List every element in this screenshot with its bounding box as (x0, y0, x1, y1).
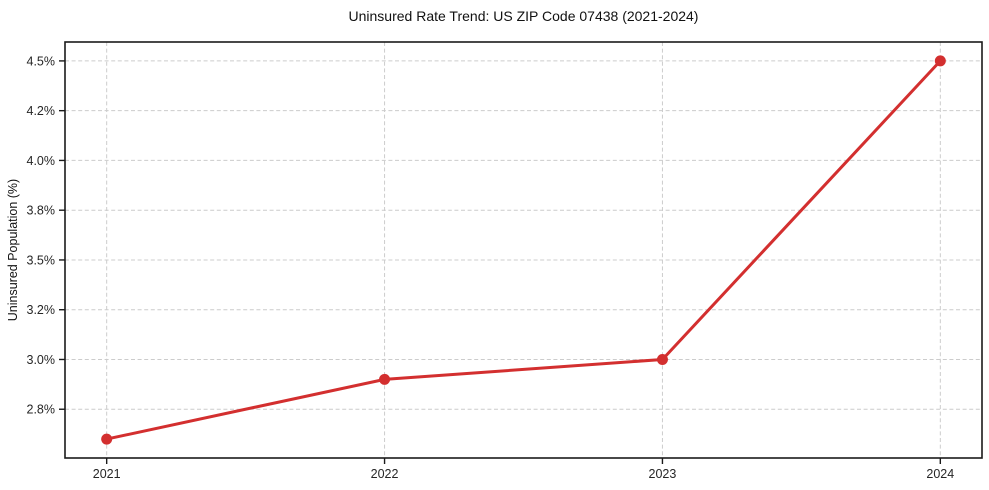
x-tick-label: 2021 (93, 467, 121, 481)
y-tick-label: 4.0% (27, 154, 56, 168)
plot-border (64, 41, 983, 459)
data-point (101, 433, 113, 445)
data-point (656, 353, 668, 365)
x-tick-label: 2022 (371, 467, 399, 481)
y-tick-label: 3.5% (27, 253, 56, 267)
x-tick-label: 2024 (926, 467, 954, 481)
data-point (934, 55, 946, 67)
data-point (379, 373, 391, 385)
y-tick-label: 2.8% (27, 403, 56, 417)
y-tick-label: 3.2% (27, 303, 56, 317)
y-tick-label: 3.8% (27, 204, 56, 218)
x-tick-label: 2023 (649, 467, 677, 481)
trend-line (105, 59, 942, 441)
y-tick-label: 4.5% (27, 54, 56, 68)
y-tick-label: 4.2% (27, 104, 56, 118)
chart-title: Uninsured Rate Trend: US ZIP Code 07438 … (348, 8, 699, 24)
y-tick-label: 3.0% (27, 353, 56, 367)
